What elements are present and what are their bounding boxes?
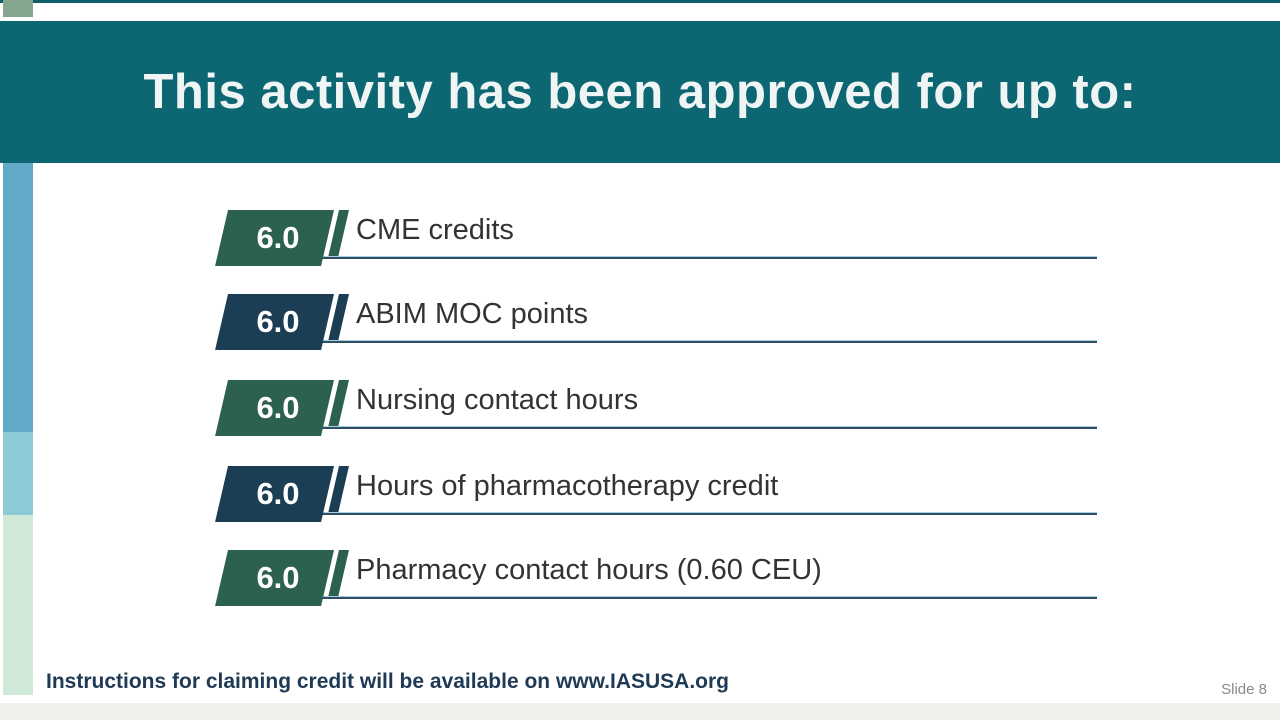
credit-value: 6.0 bbox=[256, 304, 300, 339]
credit-underline bbox=[222, 256, 1097, 259]
top-edge-line bbox=[0, 0, 1280, 3]
credit-row: 6.0 Hours of pharmacotherapy credit bbox=[0, 466, 1280, 526]
credit-row: 6.0 Pharmacy contact hours (0.60 CEU) bbox=[0, 550, 1280, 610]
slide-header: This activity has been approved for up t… bbox=[0, 21, 1280, 163]
credit-label: CME credits bbox=[356, 214, 514, 246]
corner-accent-square bbox=[3, 0, 33, 17]
credit-label: Nursing contact hours bbox=[356, 384, 639, 416]
credit-label: Pharmacy contact hours (0.60 CEU) bbox=[356, 554, 822, 586]
credit-label: Hours of pharmacotherapy credit bbox=[356, 470, 779, 502]
credit-underline bbox=[222, 512, 1097, 515]
credit-row: 6.0 ABIM MOC points bbox=[0, 294, 1280, 354]
credit-label: ABIM MOC points bbox=[356, 298, 589, 330]
footer-note: Instructions for claiming credit will be… bbox=[46, 670, 730, 693]
credit-row: 6.0 Nursing contact hours bbox=[0, 380, 1280, 440]
sidebar-stripe-green bbox=[3, 515, 33, 695]
credit-underline bbox=[222, 596, 1097, 599]
slide-title: This activity has been approved for up t… bbox=[143, 65, 1137, 119]
credit-row: 6.0 CME credits bbox=[0, 210, 1280, 270]
credit-value: 6.0 bbox=[256, 220, 300, 255]
credit-value: 6.0 bbox=[256, 476, 300, 511]
credit-underline bbox=[222, 426, 1097, 429]
credit-value: 6.0 bbox=[256, 390, 300, 425]
sidebar-stripe-lightblue bbox=[3, 432, 33, 515]
credit-underline bbox=[222, 340, 1097, 343]
bottom-letterbox-band bbox=[0, 703, 1280, 720]
credit-value: 6.0 bbox=[256, 560, 300, 595]
sidebar-stripe-blue bbox=[3, 163, 33, 432]
slide-number: Slide 8 bbox=[1221, 681, 1267, 698]
